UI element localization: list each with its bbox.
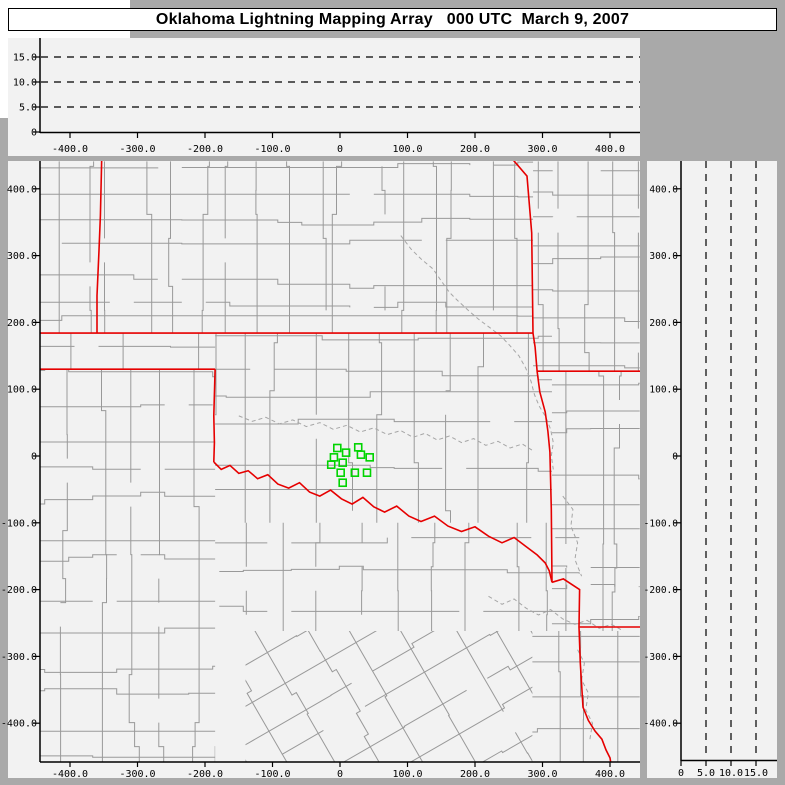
county-region-arkansas <box>551 371 640 632</box>
x-tick-label: 100.0 <box>392 769 422 780</box>
y-tick-label: 200.0 <box>7 318 37 329</box>
lma-station-marker <box>332 443 342 453</box>
lma-station-marker <box>356 450 366 459</box>
x-tick-label: -200.0 <box>187 144 223 155</box>
x-tick-label: 100.0 <box>392 144 422 155</box>
y-tick-label: 100.0 <box>7 385 37 396</box>
y-tick-label: -100.0 <box>644 518 679 529</box>
y-tick-label: -400.0 <box>644 719 679 730</box>
title-bar: Oklahoma Lightning Mapping Array 000 UTC… <box>8 8 777 31</box>
x-tick-label: 15.0 <box>744 768 768 779</box>
y-tick-label: -300.0 <box>1 652 37 663</box>
ns-altitude-panel[interactable]: 400.0 300.0 200.0 100.0 0 -100.0 -200.0 -300.0 -… <box>644 161 777 779</box>
lma-station-marker <box>338 478 348 488</box>
ns-altitude-plot[interactable]: 400.0 300.0 200.0 100.0 0 -100.0 -200.0 -300.0 -… <box>644 161 777 779</box>
plan-view-plot[interactable]: 400.0 300.0 200.0 100.0 0 -100.0 -200.0 -300.0 -… <box>1 161 640 780</box>
x-tick-label: 0 <box>337 144 343 155</box>
lma-station-marker <box>338 458 348 467</box>
lma-station-marker <box>362 468 372 478</box>
ew-altitude-axes: 0 5.0 10.0 15.0 -400.0 -300.0 -200.0 -100.0 0 100… <box>13 38 640 155</box>
x-tick-label: 0 <box>678 768 684 779</box>
x-tick-label: 300.0 <box>527 144 557 155</box>
y-tick-label: 400.0 <box>649 184 678 195</box>
y-tick-label: -100.0 <box>1 518 37 529</box>
lma-station-marker <box>341 448 351 457</box>
y-tick-label: 100.0 <box>649 385 678 396</box>
lma-station-marker <box>336 468 345 478</box>
y-tick-label: 0 <box>31 128 37 139</box>
county-region-texas-tilted <box>245 631 533 762</box>
x-tick-label: 400.0 <box>595 144 625 155</box>
county-region-ok-panhandle <box>40 333 216 370</box>
lma-station-marker <box>353 443 363 452</box>
ns-altitude-axes: 400.0 300.0 200.0 100.0 0 -100.0 -200.0 -300.0 -… <box>644 161 777 779</box>
stations-layer <box>326 443 375 488</box>
y-tick-label: 300.0 <box>7 251 37 262</box>
plan-view-map-panel[interactable]: 400.0 300.0 200.0 100.0 0 -100.0 -200.0 -300.0 -… <box>1 161 640 780</box>
y-tick-label: 0 <box>31 452 37 463</box>
lma-station-marker <box>326 460 336 469</box>
ew-altitude-plot[interactable]: 0 5.0 10.0 15.0 -400.0 -300.0 -200.0 -100.0 0 100… <box>8 38 640 156</box>
x-tick-label: -300.0 <box>119 769 155 780</box>
x-tick-label: 10.0 <box>719 768 743 779</box>
page-title: Oklahoma Lightning Mapping Array 000 UTC… <box>155 10 630 28</box>
y-tick-label: 10.0 <box>13 78 37 89</box>
y-tick-label: 15.0 <box>13 53 37 64</box>
y-tick-label: -200.0 <box>1 585 37 596</box>
x-tick-label: -100.0 <box>254 144 290 155</box>
county-region-texas-west <box>40 369 216 762</box>
y-tick-label: -400.0 <box>1 719 37 730</box>
plan-view-axes: 400.0 300.0 200.0 100.0 0 -100.0 -200.0 -300.0 -… <box>1 161 640 780</box>
x-tick-label: -400.0 <box>52 144 88 155</box>
state-borders-layer <box>40 161 640 762</box>
x-tick-label: 400.0 <box>595 769 625 780</box>
x-tick-label: 5.0 <box>697 768 715 779</box>
x-tick-label: 200.0 <box>460 144 490 155</box>
county-region-oklahoma <box>215 333 552 523</box>
y-tick-label: -300.0 <box>644 652 679 663</box>
x-tick-label: 0 <box>337 769 343 780</box>
ew-altitude-panel[interactable]: 0 5.0 10.0 15.0 -400.0 -300.0 -200.0 -100.0 0 100… <box>8 38 640 156</box>
x-tick-label: -300.0 <box>119 144 155 155</box>
x-tick-label: -200.0 <box>187 769 223 780</box>
y-tick-label: 400.0 <box>7 184 37 195</box>
county-region-missouri <box>533 161 640 372</box>
y-tick-label: 200.0 <box>649 318 678 329</box>
y-tick-label: 5.0 <box>19 103 37 114</box>
y-tick-label: -200.0 <box>644 585 679 596</box>
x-tick-label: 200.0 <box>460 769 490 780</box>
lma-station-marker <box>350 468 360 478</box>
y-tick-label: 300.0 <box>649 251 678 262</box>
y-tick-label: 0 <box>672 452 678 463</box>
county-region-texas-central <box>215 522 580 632</box>
x-tick-label: -100.0 <box>254 769 290 780</box>
county-region-kansas <box>40 161 534 334</box>
lma-station-marker <box>329 453 339 462</box>
x-tick-label: -400.0 <box>52 769 88 780</box>
lma-station-marker <box>365 453 375 462</box>
x-tick-label: 300.0 <box>527 769 557 780</box>
